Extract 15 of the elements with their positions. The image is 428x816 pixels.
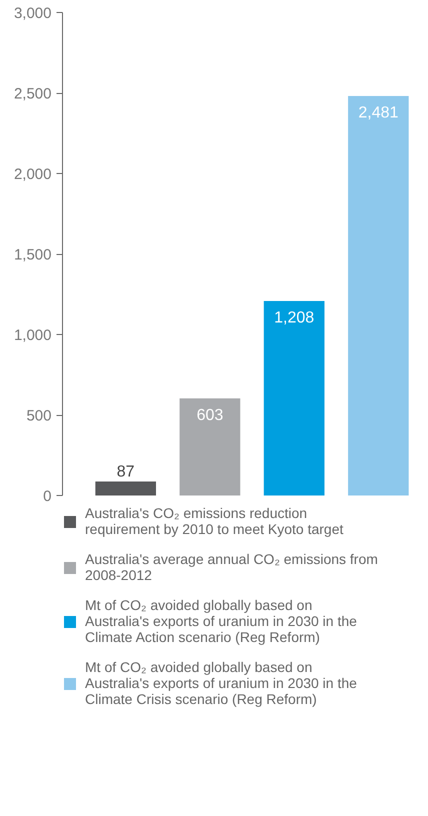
y-tick-label: 1,500: [14, 246, 52, 264]
data-label: 1,208: [274, 310, 314, 327]
legend-label: Australia's CO₂ emissions reduction requirement by 2010 to meet Kyoto target: [85, 505, 344, 537]
legend-label: Australia's average annual CO₂ emissions from 2008-2012: [85, 551, 378, 583]
y-tick-label: 500: [26, 408, 52, 424]
data-label: 2,481: [358, 104, 399, 122]
legend-label: Mt of CO₂ avoided globally based on Australia's exports of uranium in 2030 in the Climate Crisis scenario (Reg Reform): [85, 659, 357, 707]
y-tick-label: 3,000: [14, 5, 52, 22]
y-tick-label: 1,000: [14, 327, 52, 344]
y-tick-label: 0: [43, 488, 52, 505]
data-label: 603: [196, 407, 224, 424]
legend-label: Mt of CO₂ avoided globally based on Australia's exports of uranium in 2030 in the Climate Action scenario (Reg Reform): [85, 597, 357, 645]
y-tick-label: 2,000: [14, 166, 52, 183]
data-label: 87: [116, 464, 135, 481]
y-tick-label: 2,500: [14, 86, 52, 102]
